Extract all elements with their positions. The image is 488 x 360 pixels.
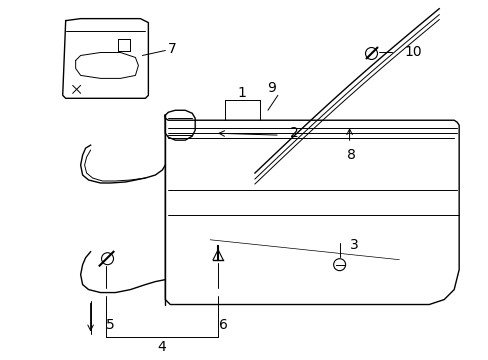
Text: 6: 6 [218,319,227,332]
Text: 4: 4 [157,340,165,354]
Text: 5: 5 [106,319,115,332]
Text: 9: 9 [267,81,276,95]
Text: 3: 3 [349,238,358,252]
Text: 1: 1 [237,86,246,100]
Text: 10: 10 [404,45,421,59]
Text: 7: 7 [167,41,176,55]
Text: 8: 8 [346,148,355,162]
Text: 2: 2 [290,126,299,140]
